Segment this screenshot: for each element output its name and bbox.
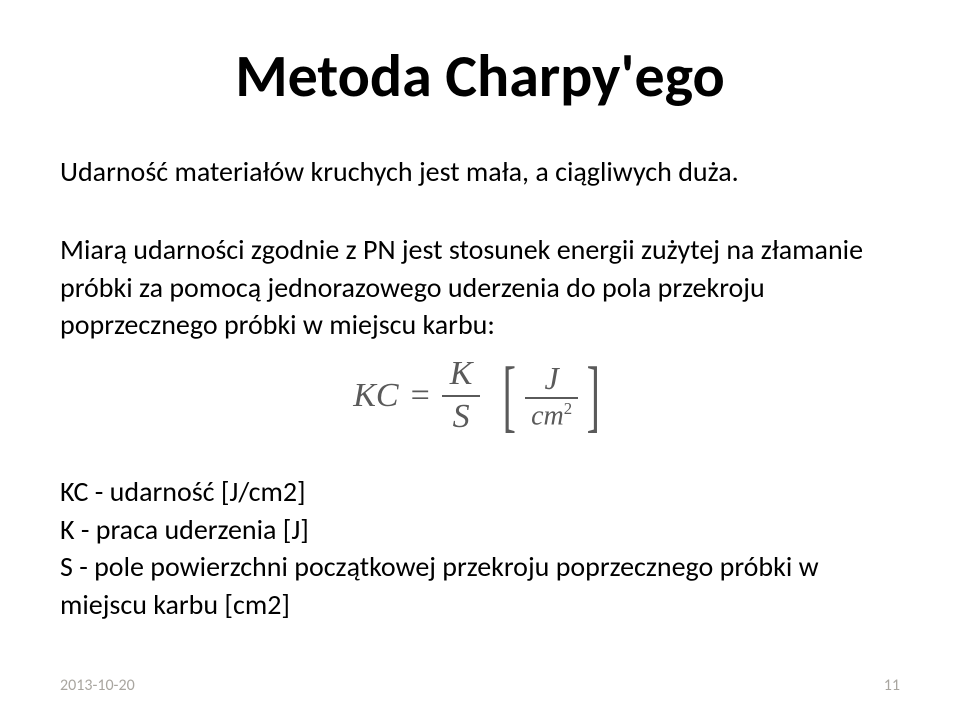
formula-lhs: KC	[353, 377, 398, 415]
frac-denominator: S	[445, 397, 478, 438]
slide: Metoda Charpy'ego Udarność materiałów kr…	[0, 0, 960, 713]
legend-block: KC - udarność [J/cm2] K - praca uderzeni…	[60, 473, 900, 624]
footer: 2013-10-20 11	[60, 676, 900, 695]
right-bracket-icon: ]	[587, 361, 600, 431]
footer-page: 11	[884, 676, 900, 695]
frac-numerator: K	[442, 354, 481, 395]
legend-line-kc: KC - udarność [J/cm2]	[60, 473, 900, 511]
formula-kc: KC = K S [ J cm2 ]	[353, 354, 607, 438]
formula-block: KC = K S [ J cm2 ]	[60, 354, 900, 438]
unit-den-sup: 2	[564, 399, 572, 418]
formula-unit-bracket: [ J cm2 ]	[496, 359, 606, 433]
paragraph-1: Udarność materiałów kruchych jest mała, …	[60, 153, 900, 191]
unit-fraction: J cm2	[525, 359, 578, 433]
unit-den-base: cm	[531, 401, 564, 432]
formula-equals: =	[411, 377, 430, 415]
unit-denominator: cm2	[525, 399, 578, 433]
footer-date: 2013-10-20	[60, 676, 135, 695]
paragraph-2: Miarą udarności zgodnie z PN jest stosun…	[60, 231, 900, 344]
formula-fraction: K S	[442, 354, 481, 438]
legend-line-k: K - praca uderzenia [J]	[60, 511, 900, 549]
unit-numerator: J	[539, 359, 565, 397]
page-title: Metoda Charpy'ego	[60, 40, 900, 113]
left-bracket-icon: [	[503, 361, 516, 431]
legend-line-s: S - pole powierzchni początkowej przekro…	[60, 548, 900, 624]
